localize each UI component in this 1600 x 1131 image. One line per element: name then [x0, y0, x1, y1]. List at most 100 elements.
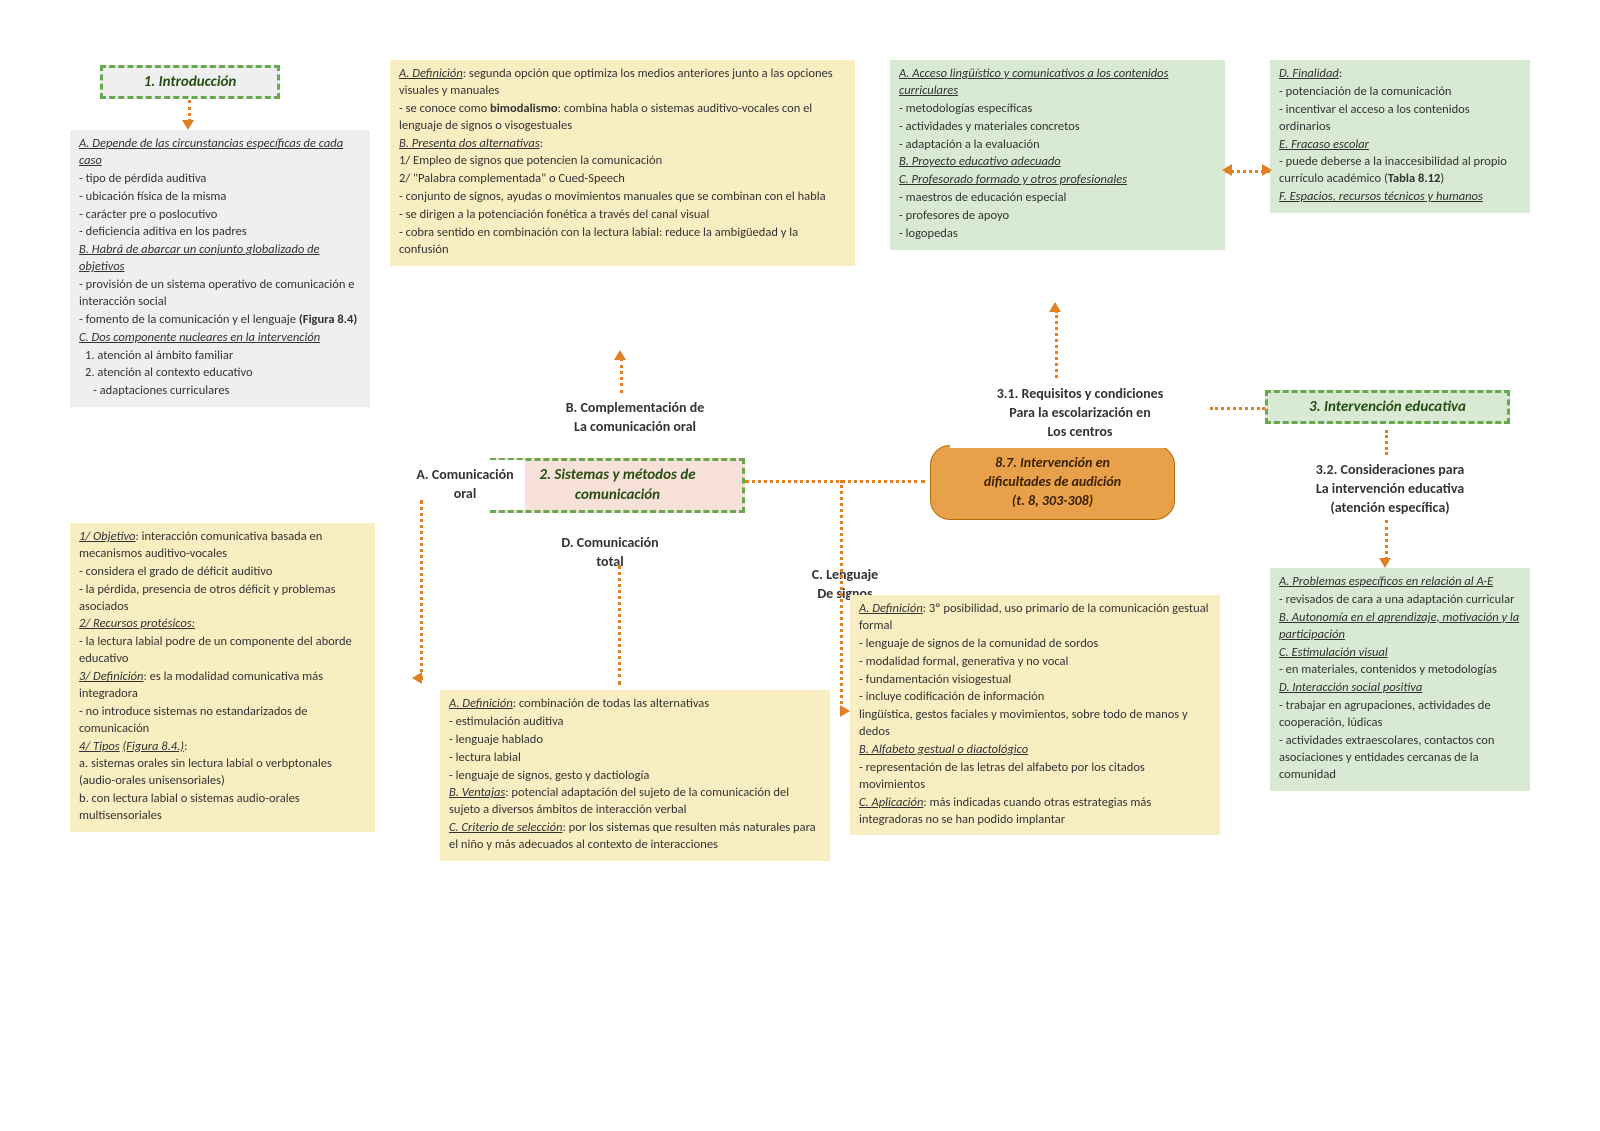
comA-l1: 1/ Objetivo: interacción comunicativa ba… — [79, 529, 366, 563]
label-3-2: 3.2. Consideraciones paraLa intervención… — [1270, 455, 1510, 524]
pill-line3: (t. 8, 303-308) — [945, 492, 1160, 511]
req31-C-head: C. Profesorado formado y otros profesion… — [899, 172, 1216, 189]
cons32-C-head: C. Estimulación visual — [1279, 645, 1521, 662]
comA-l2: - considera el grado de déficit auditivo — [79, 564, 366, 581]
pill-line2: dificultades de audición — [945, 473, 1160, 492]
cons32-D1: - trabajar en agrupaciones, actividades … — [1279, 698, 1521, 732]
req31-C3: - logopedas — [899, 226, 1216, 243]
comD-A1: - estimulación auditiva — [449, 714, 821, 731]
req31-D2: - incentivar el acceso a los contenidos … — [1279, 102, 1521, 136]
comC-A1: - lenguaje de signos de la comunidad de … — [859, 636, 1211, 653]
comA-l9: a. sistemas orales sin lectura labial o … — [79, 756, 366, 790]
comA-box: 1/ Objetivo: interacción comunicativa ba… — [70, 523, 375, 832]
intro-A2: - ubicación física de la misma — [79, 189, 361, 206]
comB-B5: - cobra sentido en combinación con la le… — [399, 225, 846, 259]
cons32-D2: - actividades extraescolares, contactos … — [1279, 733, 1521, 784]
conn-B — [620, 358, 623, 393]
intro-C2: 2. atención al contexto educativo — [79, 365, 361, 382]
intro-B1: - provisión de un sistema operativo de c… — [79, 277, 361, 311]
arrow-32 — [1379, 558, 1391, 568]
intro-C3: - adaptaciones curriculares — [79, 383, 361, 400]
comC-B-head: B. Alfabeto gestual o diactológico — [859, 742, 1211, 759]
comD-A4: - lenguaje de signos, gesto y dactiologí… — [449, 768, 821, 785]
intro-B2: - fomento de la comunicación y el lengua… — [79, 312, 361, 329]
comC-A2: - modalidad formal, generativa y no voca… — [859, 654, 1211, 671]
conn-32-box — [1385, 520, 1388, 560]
req31-F-head: F. Espacios, recursos técnicos y humanos — [1279, 189, 1521, 206]
intro-B-head: B. Habrá de abarcar un conjunto globaliz… — [79, 242, 361, 276]
conn-intro — [188, 100, 191, 122]
label-32-text: 3.2. Consideraciones paraLa intervención… — [1316, 461, 1465, 516]
req31-C2: - profesores de apoyo — [899, 208, 1216, 225]
req31-left-box: A. Acceso lingüístico y comunicativos a … — [890, 60, 1225, 250]
comA-l6: 3/ Definición: es la modalidad comunicat… — [79, 669, 366, 703]
label-A-text: A. Comunicaciónoral — [416, 466, 513, 502]
comB-A: A. Definición: segunda opción que optimi… — [399, 66, 846, 100]
comA-l8: 4/ Tipos (Figura 8.4.): — [79, 739, 366, 756]
comB-B3: - conjunto de signos, ayudas o movimient… — [399, 189, 846, 206]
cons32-A1: - revisados de cara a una adaptación cur… — [1279, 592, 1521, 609]
req31-C1: - maestros de educación especial — [899, 190, 1216, 207]
conn-C-v — [840, 480, 843, 710]
intro-A4: - deficiencia aditiva en los padres — [79, 224, 361, 241]
label-B: B. Complementación deLa comunicación ora… — [520, 393, 750, 443]
conn-A-v — [420, 500, 423, 680]
intro-C1: 1. atención al ámbito familiar — [79, 348, 361, 365]
req31-D1: - potenciación de la comunicación — [1279, 84, 1521, 101]
req31-A-head: A. Acceso lingüístico y comunicativos a … — [899, 66, 1216, 100]
conn-3-32 — [1385, 430, 1388, 455]
comA-l3: - la pérdida, presencia de otros déficit… — [79, 582, 366, 616]
comD-A3: - lectura labial — [449, 750, 821, 767]
comB-B4: - se dirigen a la potenciación fonética … — [399, 207, 846, 224]
intro-B-head-u: B. Habrá de abarcar un conjunto globaliz… — [79, 242, 320, 274]
comD-A2: - lenguaje hablado — [449, 732, 821, 749]
intro-A-head: A. Depende de las circunstancias específ… — [79, 136, 361, 170]
req31-E1: - puede deberse a la inaccesibilidad al … — [1279, 154, 1521, 188]
cons32-D-head: D. Interacción social positiva — [1279, 680, 1521, 697]
arrow-intro — [182, 120, 194, 130]
pill-line1: 8.7. Intervención en — [945, 454, 1160, 473]
arrow-green-lr — [1262, 164, 1272, 176]
label-31-text: 3.1. Requisitos y condicionesPara la esc… — [997, 385, 1164, 440]
comD-C: C. Criterio de selección: por los sistem… — [449, 820, 821, 854]
comA-l4: 2/ Recursos protésicos: — [79, 616, 366, 633]
conn-C-h — [745, 480, 925, 483]
cons32-B-head: B. Autonomía en el aprendizaje, motivaci… — [1279, 610, 1521, 644]
req31-B-head: B. Proyecto educativo adecuado — [899, 154, 1216, 171]
comB-B1: 1/ Empleo de signos que potencien la com… — [399, 153, 846, 170]
conn-31-3 — [1210, 407, 1265, 410]
intro-A1: - tipo de pérdida auditiva — [79, 171, 361, 188]
comC-C: C. Aplicación: más indicadas cuando otra… — [859, 795, 1211, 829]
req31-E-head: E. Fracaso escolar — [1279, 137, 1521, 154]
arrow-B — [614, 350, 626, 360]
label-3-1: 3.1. Requisitos y condicionesPara la esc… — [950, 379, 1210, 448]
comB-A1: - se conoce como bimodalismo: combina ha… — [399, 101, 846, 135]
comD-A: A. Definición: combinación de todas las … — [449, 696, 821, 713]
arrow-31 — [1049, 302, 1061, 312]
comC-A3: - fundamentación visiogestual — [859, 672, 1211, 689]
sistemas-title: 2. Sistemas y métodos de comunicación — [490, 458, 745, 513]
interv-title: 3. Intervención educativa — [1265, 390, 1510, 424]
cons32-box: A. Problemas específicos en relación al … — [1270, 568, 1530, 791]
intro-box: A. Depende de las circunstancias específ… — [70, 130, 370, 407]
cons32-A-head: A. Problemas específicos en relación al … — [1279, 574, 1521, 591]
comA-l5: - la lectura labial podre de un componen… — [79, 634, 366, 668]
label-A: A. Comunicaciónoral — [405, 460, 525, 510]
intro-title: 1. Introducción — [100, 65, 280, 99]
req31-A1: - metodologías específicas — [899, 101, 1216, 118]
comB-B2: 2/ "Palabra complementada" o Cued-Speech — [399, 171, 846, 188]
intro-C-head: C. Dos componente nucleares en la interv… — [79, 330, 361, 347]
req31-A2: - actividades y materiales concretos — [899, 119, 1216, 136]
intro-A3: - carácter pre o poslocutivo — [79, 207, 361, 224]
req31-D-head: D. Finalidad: — [1279, 66, 1521, 83]
conn-31 — [1055, 310, 1058, 378]
req31-right-box: D. Finalidad: - potenciación de la comun… — [1270, 60, 1530, 213]
label-D-text: D. Comunicacióntotal — [561, 534, 658, 570]
comC-A5: lingüística, gestos faciales y movimient… — [859, 707, 1211, 741]
comC-A: A. Definición: 3º posibilidad, uso prima… — [859, 601, 1211, 635]
arrow-green-rl — [1222, 164, 1232, 176]
comC-A4: - incluye codificación de información — [859, 689, 1211, 706]
req31-A3: - adaptación a la evaluación — [899, 137, 1216, 154]
comD-box: A. Definición: combinación de todas las … — [440, 690, 830, 861]
comD-B: B. Ventajas: potencial adaptación del su… — [449, 785, 821, 819]
